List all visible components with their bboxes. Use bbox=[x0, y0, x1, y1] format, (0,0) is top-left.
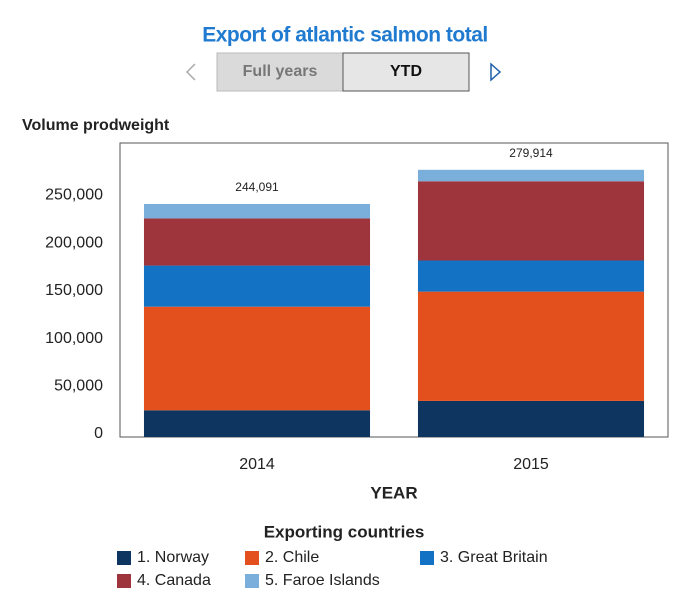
legend-swatch bbox=[117, 574, 131, 588]
bar-segment bbox=[417, 400, 645, 437]
bar-segment bbox=[143, 204, 371, 219]
y-tick-label: 50,000 bbox=[54, 377, 103, 394]
legend-swatch bbox=[420, 551, 434, 565]
tab-label[interactable]: YTD bbox=[390, 63, 422, 80]
legend-label: 2. Chile bbox=[265, 549, 319, 566]
bar-segment bbox=[143, 306, 371, 411]
total-label: 279,914 bbox=[509, 146, 553, 160]
total-label: 244,091 bbox=[235, 180, 279, 194]
y-tick-label: 100,000 bbox=[45, 330, 103, 347]
legend-swatch bbox=[245, 551, 259, 565]
legend-label: 4. Canada bbox=[137, 572, 211, 589]
bar-segment bbox=[417, 260, 645, 292]
y-tick-label: 0 bbox=[94, 425, 103, 442]
bar-segment bbox=[143, 410, 371, 437]
chart-title: Export of atlantic salmon total bbox=[202, 24, 488, 47]
bar-segment bbox=[417, 291, 645, 401]
legend-swatch bbox=[117, 551, 131, 565]
bar-segment bbox=[143, 218, 371, 266]
y-tick-label: 150,000 bbox=[45, 282, 103, 299]
bar-segment bbox=[417, 181, 645, 261]
legend-label: 3. Great Britain bbox=[440, 549, 548, 566]
x-tick-label: 2014 bbox=[239, 456, 275, 473]
y-axis-title: Volume prodweight bbox=[22, 117, 170, 134]
plot-frame bbox=[119, 142, 669, 438]
y-tick-label: 200,000 bbox=[45, 234, 103, 251]
prev-arrow[interactable] bbox=[185, 63, 196, 81]
tab[interactable] bbox=[342, 52, 470, 92]
tab-label[interactable]: Full years bbox=[243, 63, 318, 80]
x-axis-title: YEAR bbox=[370, 483, 417, 502]
x-tick-label: 2015 bbox=[513, 456, 549, 473]
bar-segment bbox=[417, 169, 645, 182]
legend-swatch bbox=[245, 574, 259, 588]
next-arrow[interactable] bbox=[490, 62, 502, 82]
legend-label: 1. Norway bbox=[137, 549, 209, 566]
bar-segment bbox=[143, 265, 371, 307]
tab[interactable] bbox=[216, 52, 344, 92]
legend-label: 5. Faroe Islands bbox=[265, 572, 380, 589]
legend-title: Exporting countries bbox=[264, 522, 425, 541]
y-tick-label: 250,000 bbox=[45, 187, 103, 204]
